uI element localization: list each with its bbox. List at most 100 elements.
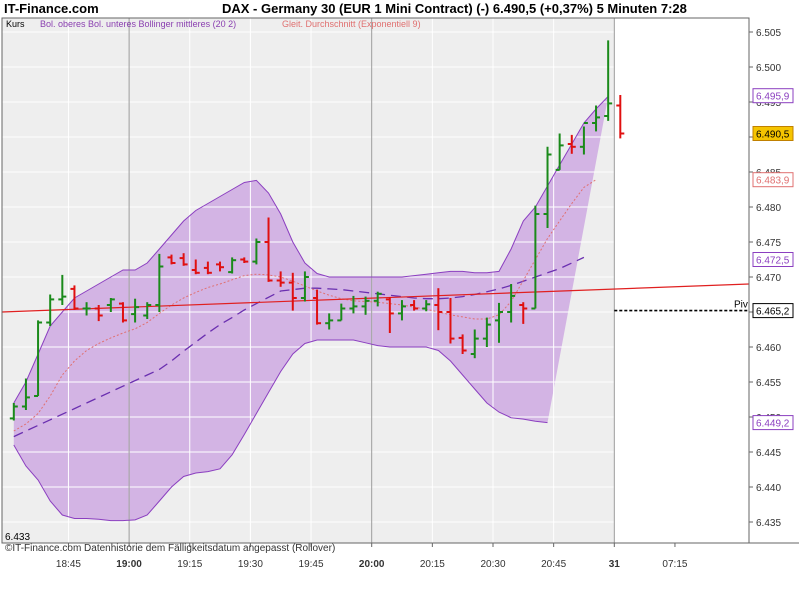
x-tick-label: 20:45: [541, 559, 566, 570]
x-tick-label: 19:30: [238, 559, 263, 570]
ohlc-bar: [446, 298, 455, 344]
y-tick-label: 6.440: [756, 483, 781, 494]
site-name: IT-Finance.com: [4, 1, 99, 16]
ohlc-bar: [555, 133, 564, 171]
ohlc-bar: [470, 329, 479, 359]
x-tick-label: 19:00: [116, 559, 142, 570]
ohlc-bar: [434, 288, 443, 331]
ohlc-bar: [507, 284, 516, 323]
ohlc-bar: [70, 285, 79, 310]
ohlc-bar: [21, 378, 30, 410]
ohlc-bar: [482, 317, 491, 347]
ohlc-bar: [495, 302, 503, 343]
price-tag: [752, 252, 794, 267]
price-tag-label: 6.483,9: [756, 176, 790, 187]
legend-entry: Kurs: [6, 19, 25, 29]
trend-line: [1, 283, 750, 313]
y-tick-label: 6.480: [756, 203, 781, 214]
x-tick-label: 20:00: [359, 559, 385, 570]
ohlc-bar: [592, 105, 601, 132]
footer-copyright: ©IT-Finance.com Datenhistorie dem Fällig…: [5, 543, 335, 554]
chart-header: IT-Finance.com DAX - Germany 30 (EUR 1 M…: [0, 0, 800, 17]
price-tag-label: 6.495,9: [756, 92, 790, 103]
ohlc-bar: [397, 300, 406, 321]
ohlc-bar: [228, 257, 237, 274]
x-tick-label: 18:45: [56, 559, 81, 570]
y-tick-label: 6.475: [756, 238, 781, 249]
ohlc-bar: [167, 254, 176, 265]
price-tag: [752, 172, 794, 188]
x-tick-label: 31: [609, 559, 621, 570]
price-tag: [752, 126, 794, 141]
ohlc-bar: [94, 305, 103, 322]
ohlc-bar: [616, 95, 625, 139]
ohlc-bar: [325, 313, 334, 330]
ohlc-bar: [264, 217, 273, 282]
ohlc-bar: [58, 274, 67, 305]
ohlc-bar: [131, 298, 140, 323]
ohlc-bar: [300, 271, 309, 302]
ohlc-bar: [422, 300, 431, 312]
price-tag-label: 6.449,2: [756, 419, 790, 430]
bollinger-upper-line: [13, 96, 609, 404]
ohlc-bar: [288, 272, 297, 311]
ohlc-bar: [373, 291, 382, 307]
price-tag-label: 6.490,5: [756, 130, 790, 141]
price-tag-label: 6.465,2: [756, 307, 790, 318]
corner-low-label: 6.433: [5, 532, 30, 543]
ohlc-bar: [458, 334, 467, 354]
y-tick-label: 6.455: [756, 378, 781, 389]
ohlc-bar: [361, 296, 370, 315]
ohlc-bar: [203, 261, 212, 275]
ohlc-bar: [155, 253, 164, 312]
x-tick-label: 19:45: [299, 559, 324, 570]
ohlc-bar: [106, 298, 115, 312]
price-tag: [752, 303, 794, 319]
ohlc-bar: [143, 302, 152, 319]
ohlc-bar: [349, 295, 358, 314]
x-tick-label: 19:15: [177, 559, 202, 570]
plot-background-session: [614, 18, 749, 543]
ohlc-bar: [579, 122, 588, 155]
y-tick-label: 6.495: [756, 98, 781, 109]
chart-title: DAX - Germany 30 (EUR 1 Mini Contract) (…: [222, 1, 687, 16]
ohlc-bar: [519, 302, 528, 324]
ohlc-bar: [385, 297, 394, 333]
ohlc-bar: [567, 134, 576, 154]
price-tag: [752, 415, 794, 431]
y-tick-label: 6.470: [756, 273, 781, 284]
ohlc-bar: [216, 261, 225, 272]
x-tick-label: 20:30: [480, 559, 505, 570]
ohlc-bar: [543, 146, 552, 228]
y-tick-label: 6.435: [756, 518, 781, 529]
price-tag-label: 6.472,5: [756, 256, 790, 267]
ohlc-bar: [276, 271, 285, 287]
ohlc-bar: [191, 259, 200, 275]
ohlc-bar: [9, 403, 18, 421]
x-tick-label: 07:15: [662, 559, 687, 570]
ohlc-bar: [313, 289, 322, 325]
x-tick-label: 20:15: [420, 559, 445, 570]
y-tick-label: 6.460: [756, 343, 781, 354]
ohlc-bar: [82, 302, 91, 316]
ohlc-bar: [46, 294, 55, 326]
price-tag: [752, 88, 794, 104]
ohlc-bar: [240, 257, 249, 263]
y-tick-label: 6.500: [756, 63, 781, 74]
ohlc-bar: [531, 205, 540, 310]
ohlc-bar: [337, 303, 346, 322]
ohlc-bar: [252, 238, 261, 265]
y-tick-label: 6.505: [756, 28, 781, 39]
legend-entry: Gleit. Durchschnitt (Exponentiell 9): [282, 19, 421, 29]
bollinger-mid-line: [13, 256, 585, 438]
y-tick-label: 6.445: [756, 448, 781, 459]
pivot-label: Piv: [734, 300, 748, 311]
ohlc-bar: [34, 320, 43, 397]
ohlc-bar: [604, 40, 613, 121]
ohlc-bar: [410, 300, 419, 311]
ohlc-bar: [179, 253, 188, 266]
ohlc-bar: [118, 302, 127, 323]
bollinger-lower-line: [13, 339, 548, 522]
legend-entry: Bol. oberes Bol. unteres Bollinger mittl…: [40, 19, 236, 29]
